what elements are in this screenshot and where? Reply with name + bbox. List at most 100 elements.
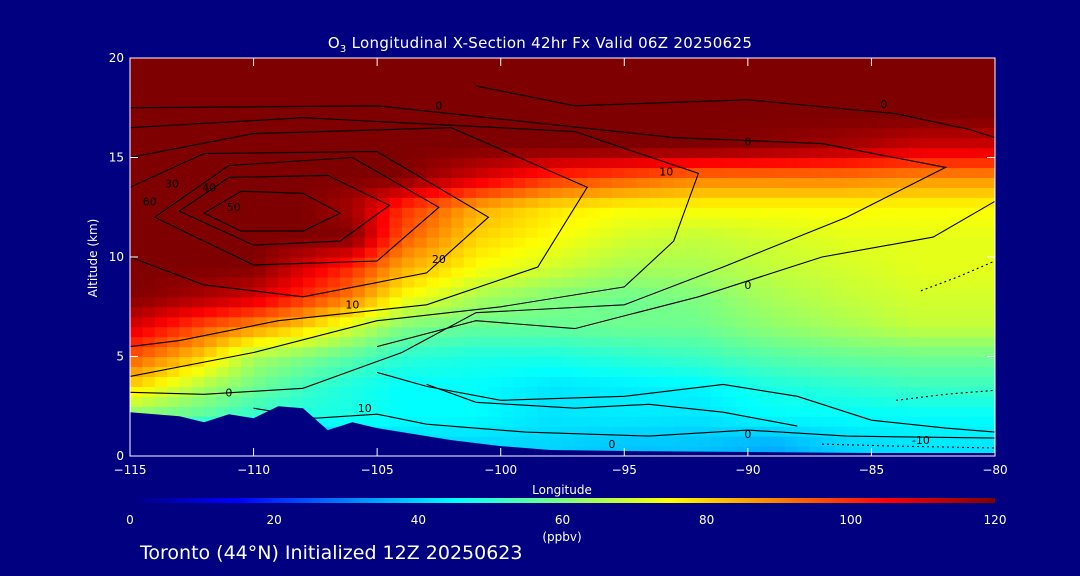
heatmap-cell — [822, 426, 835, 437]
heatmap-cell — [920, 127, 934, 139]
heatmap-cell — [463, 97, 477, 109]
heatmap-cell — [611, 416, 625, 427]
heatmap-cell — [587, 356, 601, 368]
heatmap-cell — [130, 197, 143, 208]
heatmap-cell — [191, 386, 205, 397]
heatmap-cell — [710, 326, 724, 338]
heatmap-cell — [537, 137, 551, 149]
heatmap-cell — [686, 147, 700, 159]
heatmap-cell — [723, 396, 737, 407]
heatmap-cell — [401, 67, 415, 79]
heatmap-cell — [908, 436, 922, 447]
heatmap-cell — [587, 227, 601, 238]
heatmap-cell — [401, 167, 415, 178]
heatmap-cell — [673, 58, 687, 69]
heatmap-cell — [797, 207, 811, 218]
heatmap-cell — [401, 346, 415, 358]
heatmap-cell — [389, 137, 403, 149]
heatmap-cell — [661, 376, 675, 387]
heatmap-cell — [735, 326, 749, 338]
heatmap-cell — [933, 257, 947, 268]
contour-label: 0 — [744, 136, 751, 149]
heatmap-cell — [500, 306, 514, 318]
heatmap-cell — [772, 446, 786, 456]
heatmap-cell — [179, 58, 193, 69]
heatmap-cell — [933, 207, 947, 218]
heatmap-cell — [265, 237, 279, 248]
heatmap-cell — [377, 306, 391, 318]
heatmap-cell — [154, 276, 168, 288]
heatmap-cell — [562, 426, 576, 437]
heatmap-cell — [451, 296, 465, 308]
heatmap-cell — [933, 58, 947, 69]
heatmap-cell — [500, 187, 514, 198]
heatmap-cell — [686, 107, 700, 119]
heatmap-cell — [809, 117, 823, 129]
heatmap-cell — [710, 157, 724, 169]
heatmap-cell — [513, 107, 527, 119]
heatmap-cell — [673, 187, 687, 198]
heatmap-cell — [710, 177, 724, 188]
heatmap-cell — [871, 247, 885, 258]
heatmap-cell — [587, 346, 601, 358]
heatmap-cell — [661, 266, 675, 278]
heatmap-cell — [278, 296, 292, 308]
heatmap-cell — [315, 177, 329, 188]
heatmap-cell — [488, 227, 502, 238]
heatmap-cell — [859, 157, 873, 169]
heatmap-cell — [834, 58, 848, 69]
heatmap-cell — [550, 376, 564, 387]
heatmap-cell — [537, 426, 551, 437]
heatmap-cell — [451, 177, 465, 188]
heatmap-cell — [500, 237, 514, 248]
heatmap-cell — [290, 97, 304, 109]
heatmap-cell — [438, 266, 452, 278]
heatmap-cell — [476, 77, 489, 89]
heatmap-cell — [945, 326, 959, 338]
heatmap-cell — [179, 356, 193, 368]
heatmap-cell — [846, 336, 860, 348]
heatmap-cell — [500, 147, 514, 159]
heatmap-cell — [920, 217, 934, 228]
heatmap-cell — [265, 167, 279, 178]
heatmap-cell — [191, 306, 205, 318]
heatmap-cell — [686, 346, 700, 358]
heatmap-cell — [649, 386, 662, 397]
heatmap-cell — [698, 187, 712, 198]
heatmap-cell — [599, 247, 613, 258]
heatmap-cell — [686, 127, 700, 139]
heatmap-cell — [747, 167, 761, 178]
heatmap-cell — [463, 356, 477, 368]
heatmap-cell — [822, 137, 835, 149]
heatmap-cell — [303, 366, 316, 377]
heatmap-cell — [908, 247, 922, 258]
heatmap-cell — [686, 416, 700, 427]
heatmap-cell — [204, 67, 218, 79]
heatmap-cell — [513, 58, 527, 69]
heatmap-cell — [389, 67, 403, 79]
heatmap-cell — [352, 366, 366, 377]
heatmap-cell — [327, 416, 341, 427]
heatmap-cell — [846, 97, 860, 109]
heatmap-cell — [216, 276, 230, 288]
heatmap-cell — [513, 67, 527, 79]
heatmap-cell — [649, 446, 662, 456]
heatmap-cell — [636, 237, 650, 248]
heatmap-cell — [871, 436, 885, 447]
heatmap-cell — [661, 396, 675, 407]
heatmap-cell — [364, 197, 378, 208]
heatmap-cell — [611, 396, 625, 407]
heatmap-cell — [945, 346, 959, 358]
heatmap-cell — [290, 286, 304, 298]
heatmap-cell — [686, 97, 700, 109]
heatmap-cell — [883, 97, 897, 109]
heatmap-cell — [636, 197, 650, 208]
heatmap-cell — [241, 137, 255, 149]
heatmap-cell — [784, 386, 798, 397]
heatmap-cell — [673, 416, 687, 427]
heatmap-cell — [438, 58, 452, 69]
heatmap-cell — [562, 356, 576, 368]
heatmap-cell — [525, 107, 539, 119]
heatmap-cell — [562, 406, 576, 417]
heatmap-cell — [290, 296, 304, 308]
